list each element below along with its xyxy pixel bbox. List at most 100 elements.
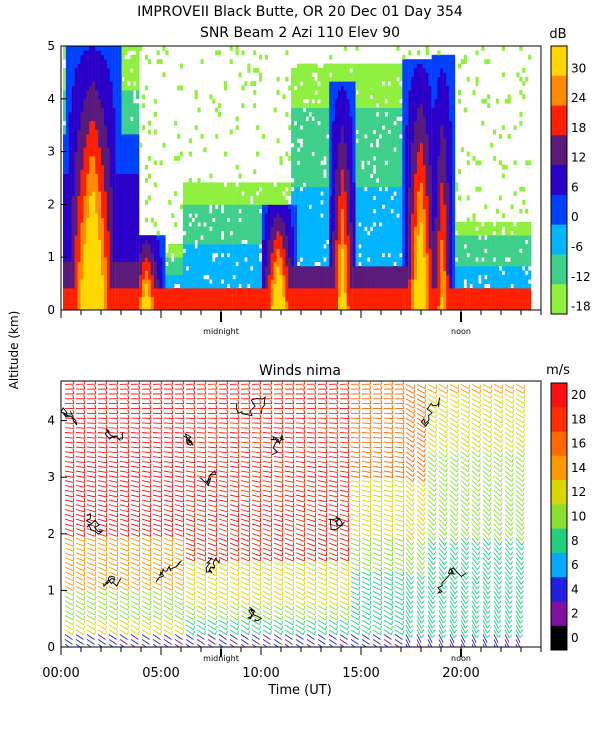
snr-cell: [381, 274, 385, 280]
snr-cell: [104, 292, 108, 298]
snr-cell: [238, 292, 242, 298]
snr-cell: [65, 103, 70, 108]
snr-cell: [194, 94, 198, 100]
snr-cell: [352, 288, 356, 293]
snr-cell: [267, 257, 271, 262]
snr-cell: [384, 239, 388, 245]
snr-cell: [314, 164, 318, 170]
snr-cell: [402, 147, 406, 152]
snr-cell: [74, 274, 78, 280]
snr-cell: [387, 85, 391, 91]
snr-cell: [396, 98, 400, 104]
snr-cell: [238, 182, 242, 188]
snr-cell: [256, 283, 260, 289]
snr-cell: [346, 301, 350, 306]
snr-cell: [338, 305, 342, 310]
snr-cell: [387, 68, 391, 73]
snr-cell: [279, 156, 283, 161]
snr-cell: [104, 178, 108, 183]
snr-cell: [302, 296, 306, 302]
snr-cell: [77, 116, 81, 122]
snr-cell: [98, 54, 102, 60]
snr-cell: [68, 200, 72, 205]
snr-cell: [299, 94, 304, 100]
snr-cell: [86, 147, 90, 152]
snr-cell: [118, 76, 122, 82]
snr-cell: [83, 85, 87, 91]
snr-cell: [384, 156, 388, 161]
snr-cell: [299, 76, 304, 82]
snr-cell: [74, 208, 78, 214]
snr-cell: [358, 235, 362, 240]
snr-cell: [253, 50, 257, 56]
snr-cell: [127, 222, 131, 227]
snr-cell: [332, 244, 336, 249]
snr-cell: [188, 178, 192, 183]
snr-cell: [147, 239, 151, 245]
snr-cell: [332, 103, 336, 108]
snr-cell: [361, 94, 365, 100]
snr-cell: [65, 274, 70, 280]
snr-cell: [136, 257, 140, 262]
snr-cell: [218, 112, 222, 117]
snr-cell: [276, 200, 280, 205]
snr-cell: [209, 261, 213, 267]
snr-cell: [215, 270, 219, 276]
snr-cell: [182, 270, 187, 276]
snr-cell: [223, 274, 228, 280]
snr-cell: [305, 208, 309, 214]
snr-cell: [188, 186, 192, 192]
snr-cell: [367, 266, 371, 271]
snr-cell: [136, 208, 140, 214]
snr-cell: [364, 156, 368, 161]
snr-cell: [63, 222, 67, 227]
snr-cell: [101, 54, 105, 60]
snr-cell: [92, 200, 96, 205]
snr-cell: [112, 68, 116, 73]
snr-cell: [256, 292, 260, 298]
snr-cell: [215, 261, 219, 267]
snr-cell: [65, 252, 70, 258]
snr-cell: [77, 261, 81, 267]
snr-cell: [71, 252, 75, 258]
snr-cell: [311, 120, 315, 126]
snr-cell: [381, 156, 385, 161]
snr-cell: [83, 239, 87, 245]
snr-cell: [346, 112, 350, 117]
snr-cell: [194, 200, 198, 205]
snr-cell: [299, 305, 304, 310]
snr-cell: [185, 305, 189, 310]
snr-cell: [235, 235, 239, 240]
snr-cell: [267, 230, 271, 236]
snr-cell: [393, 230, 397, 236]
snr-cell: [200, 244, 204, 249]
snr-cell: [370, 195, 374, 201]
snr-cell: [77, 50, 81, 56]
snr-cell: [326, 138, 330, 144]
snr-cell: [159, 266, 163, 271]
snr-cell: [288, 305, 292, 310]
snr-cell: [74, 173, 78, 179]
snr-cell: [104, 164, 108, 170]
snr-cell: [244, 182, 248, 188]
snr-cell: [340, 72, 345, 78]
snr-cell: [267, 292, 271, 298]
snr-cell: [215, 186, 219, 192]
snr-cell: [329, 81, 333, 86]
snr-cell: [68, 156, 72, 161]
snr-cell: [171, 266, 175, 271]
snr-cell: [256, 244, 260, 249]
snr-cell: [115, 46, 119, 51]
snr-cell: [384, 120, 388, 126]
snr-cell: [305, 266, 309, 271]
snr-cell: [346, 63, 350, 69]
snr-cell: [95, 186, 99, 192]
snr-cell: [297, 112, 301, 117]
snr-cell: [381, 261, 385, 267]
snr-cell: [288, 182, 292, 188]
snr-cell: [118, 59, 122, 64]
snr-cell: [215, 239, 219, 245]
snr-cell: [279, 186, 283, 192]
snr-cell: [332, 186, 336, 192]
snr-cell: [314, 288, 318, 293]
